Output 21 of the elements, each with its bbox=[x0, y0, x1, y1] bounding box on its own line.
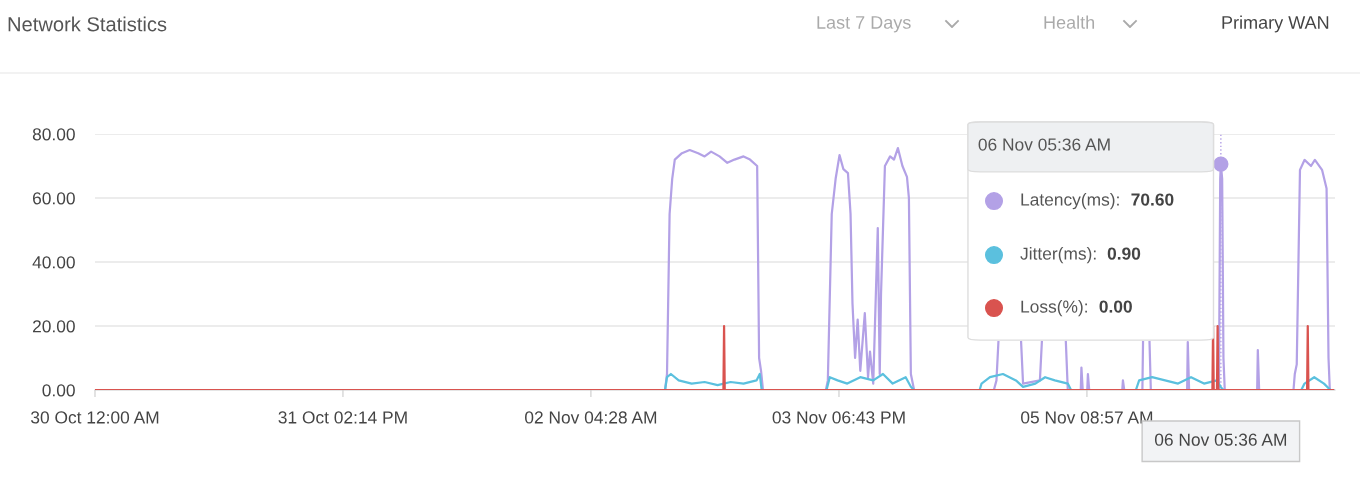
ref-line-label: 06 Nov 05:36 AM bbox=[1154, 433, 1287, 446]
y-tick-label: 20.00 bbox=[32, 320, 75, 333]
annotation: 70.60 bbox=[1131, 193, 1174, 206]
text: Health bbox=[1044, 15, 1095, 29]
text: Last 7 Days bbox=[817, 16, 911, 33]
annotation: 0.00 bbox=[1099, 300, 1132, 313]
x-tick-label: 31 Oct 02:14 PM bbox=[278, 411, 407, 424]
x-tick-label: 02 Nov 04:28 AM bbox=[525, 411, 657, 424]
y-tick-label: 80.00 bbox=[32, 128, 75, 141]
legend-label: Latency(ms): bbox=[1021, 192, 1119, 210]
legend-label: Loss(%): bbox=[1021, 299, 1087, 317]
y-tick-label: 0.00 bbox=[42, 384, 75, 397]
legend-label: Jitter(ms): bbox=[1020, 247, 1096, 264]
x-tick-label: 30 Oct 12:00 AM bbox=[31, 411, 159, 424]
chart-title: Network Statistics bbox=[8, 16, 167, 32]
y-tick-label: 40.00 bbox=[32, 256, 75, 269]
annotation: 0.90 bbox=[1107, 247, 1141, 260]
x-tick-label: 03 Nov 06:43 PM bbox=[772, 411, 905, 424]
y-tick-label: 60.00 bbox=[33, 192, 75, 205]
text: Primary WAN bbox=[1222, 15, 1329, 33]
legend-title: 06 Nov 05:36 AM bbox=[978, 138, 1110, 151]
